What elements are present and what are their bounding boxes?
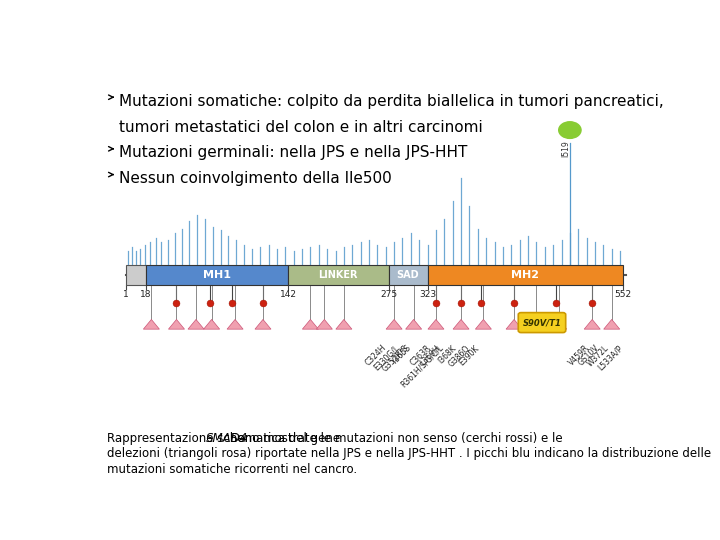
Text: V459R: V459R (567, 343, 591, 368)
Text: tumori metastatici del colon e in altri carcinomi: tumori metastatici del colon e in altri … (119, 120, 483, 134)
FancyBboxPatch shape (288, 265, 389, 285)
Text: W372L: W372L (586, 343, 611, 368)
Polygon shape (603, 320, 620, 329)
Polygon shape (227, 320, 243, 329)
Text: R361H/S/G/C/L: R361H/S/G/C/L (399, 343, 445, 389)
Text: Y365S: Y365S (390, 343, 413, 367)
Text: Mutazioni somatiche: colpito da perdita biallelica in tumori pancreatici,: Mutazioni somatiche: colpito da perdita … (119, 94, 664, 109)
FancyBboxPatch shape (389, 265, 428, 285)
Text: Nessun coinvolgimento della Ile500: Nessun coinvolgimento della Ile500 (119, 171, 392, 186)
Polygon shape (506, 320, 522, 329)
Polygon shape (336, 320, 352, 329)
Text: C363R: C363R (409, 343, 433, 368)
Polygon shape (255, 320, 271, 329)
Text: C324H: C324H (364, 343, 388, 368)
Polygon shape (584, 320, 600, 329)
Circle shape (559, 122, 581, 138)
Polygon shape (528, 320, 544, 329)
Text: S90V/T1: S90V/T1 (523, 318, 562, 327)
Text: SMAD4: SMAD4 (206, 431, 248, 444)
Polygon shape (143, 320, 159, 329)
Polygon shape (475, 320, 492, 329)
Text: E330G/L: E330G/L (372, 343, 401, 373)
Text: G352R/S: G352R/S (380, 343, 410, 373)
Text: MH2: MH2 (511, 270, 539, 280)
Polygon shape (316, 320, 333, 329)
Polygon shape (188, 320, 204, 329)
Text: L533A/P: L533A/P (595, 343, 624, 372)
Text: E390K: E390K (457, 343, 481, 367)
Text: 18: 18 (140, 290, 151, 299)
Text: mutazioni somatiche ricorrenti nel cancro.: mutazioni somatiche ricorrenti nel cancr… (107, 463, 357, 476)
Text: I368K: I368K (436, 343, 458, 365)
FancyBboxPatch shape (518, 313, 566, 333)
Text: MH1: MH1 (203, 270, 231, 280)
Polygon shape (204, 320, 220, 329)
Text: 323: 323 (419, 290, 436, 299)
Polygon shape (405, 320, 422, 329)
Polygon shape (453, 320, 469, 329)
FancyBboxPatch shape (145, 265, 288, 285)
Text: L369H: L369H (418, 343, 442, 367)
Polygon shape (168, 320, 184, 329)
Polygon shape (386, 320, 402, 329)
Text: Rappresentazione schematica del gene: Rappresentazione schematica del gene (107, 431, 343, 444)
Text: G386Q: G386Q (447, 343, 472, 368)
Polygon shape (551, 320, 567, 329)
Text: GS10V: GS10V (577, 343, 601, 368)
FancyBboxPatch shape (428, 265, 623, 285)
Text: 1: 1 (123, 290, 129, 299)
Polygon shape (428, 320, 444, 329)
Text: SAD: SAD (397, 270, 419, 280)
Text: delezioni (triangoli rosa) riportate nella JPS e nella JPS-HHT . I picchi blu in: delezioni (triangoli rosa) riportate nel… (107, 447, 711, 460)
Text: .  Sono mostrate le mutazioni non senso (cerchi rossi) e le: . Sono mostrate le mutazioni non senso (… (219, 431, 563, 444)
Text: 552: 552 (614, 290, 631, 299)
Text: Mutazioni germinali: nella JPS e nella JPS-HHT: Mutazioni germinali: nella JPS e nella J… (119, 145, 467, 160)
Text: 142: 142 (279, 290, 297, 299)
FancyBboxPatch shape (126, 265, 145, 285)
Text: LINKER: LINKER (318, 270, 358, 280)
Text: 275: 275 (380, 290, 397, 299)
Polygon shape (302, 320, 318, 329)
Text: I519: I519 (561, 140, 570, 157)
